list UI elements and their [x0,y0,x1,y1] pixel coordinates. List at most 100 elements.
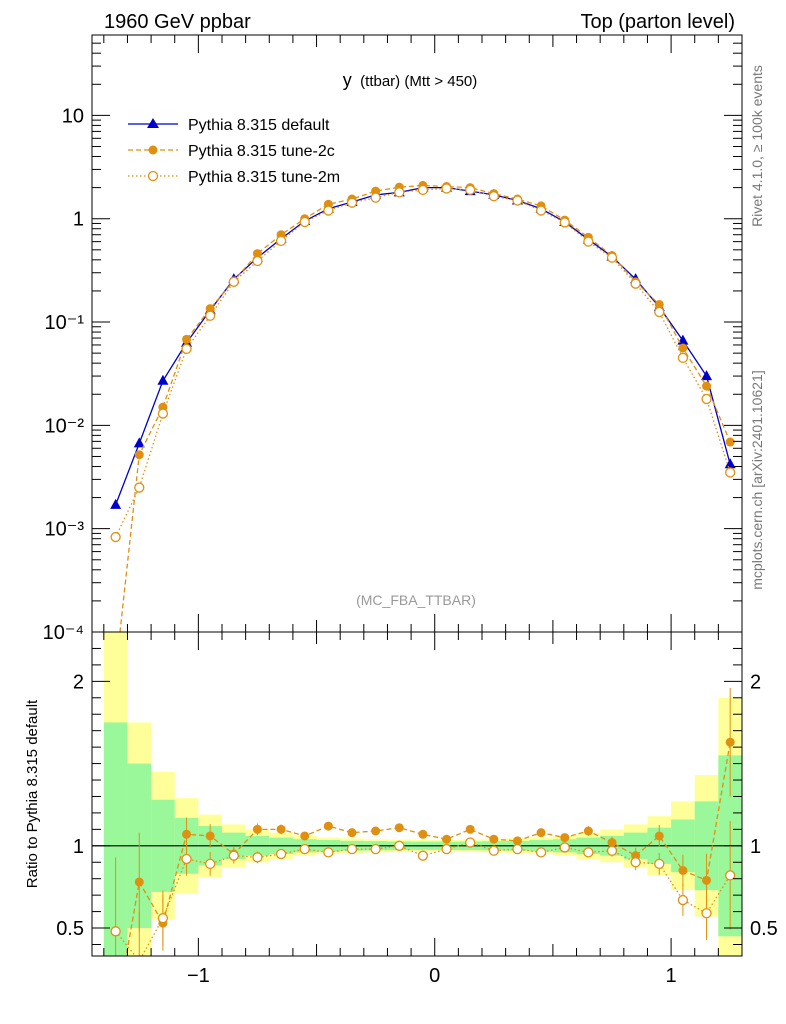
y-tick-label: 10⁻⁴ [43,622,84,644]
data-point-default [110,498,122,509]
data-point-tune2m [205,310,216,321]
ratio-point-tune2c [252,824,262,834]
legend-marker-default [147,118,159,128]
data-point-default [701,370,713,381]
ratio-point-tune2c [678,865,688,875]
data-point-tune2m [701,393,712,405]
ratio-point-tune2m [606,845,618,856]
data-point-tune2m [110,531,121,543]
ratio-point-tune2c [418,829,428,839]
y-tick-label: 10⁻³ [45,519,85,541]
mcplots-label: mcplots.cern.ch [arXiv:2401.10621] [749,370,765,589]
series-line-default [115,186,731,506]
data-point-tune2m [228,276,239,287]
ratio-point-tune2c [654,831,664,841]
main-plot-panel: 10⁻⁴ 10⁻³ 10⁻² 10⁻¹ 1 10 [43,34,743,644]
ratio-point-tune2m [275,848,287,860]
data-point-tune2m [157,408,169,419]
data-point-tune2m [488,191,499,202]
data-point-tune2m [134,482,145,493]
header-right-title: Top (parton level) [580,11,735,33]
ratio-point-tune2c [347,828,357,838]
ratio-point-tune2c [323,821,333,831]
ratio-point-tune2m [137,955,141,956]
data-point-tune2m [181,343,192,355]
data-point-tune2m [630,278,641,289]
ratio-point-tune2m [465,837,476,848]
ratio-point-tune2m [323,847,334,858]
data-point-tune2m [252,255,263,267]
legend: Pythia 8.315 default Pythia 8.315 tune-2… [128,117,340,186]
data-point-tune2c [134,450,144,460]
data-point-tune2m [275,235,287,247]
legend-label-tune2m: Pythia 8.315 tune-2m [188,169,340,186]
data-point-tune2m [559,217,570,228]
data-point-tune2m [394,187,405,198]
ratio-plot-frame [91,631,743,957]
ratio-point-tune2m [110,926,121,937]
series-line-tune2c [119,184,731,632]
data-point-tune2m [677,352,689,364]
data-point-tune2c [702,381,712,391]
ratio-point-tune2m [677,894,689,906]
data-point-tune2c [725,437,735,447]
ratio-point-tune2c [371,826,381,836]
data-point-tune2m [323,205,334,216]
ratio-point-tune2m [299,843,310,855]
y-tick-label: 10⁻¹ [45,312,85,334]
ratio-band-inner [103,722,128,956]
x-tick-label: 1 [666,965,677,987]
data-point-tune2m [583,236,594,247]
header-left-title: 1960 GeV ppbar [104,11,251,33]
legend-marker-tune2m [147,170,159,182]
ratio-ylabel: Ratio to Pythia 8.315 default [24,699,41,888]
ratio-point-tune2m [701,908,712,919]
ratio-y-tick-label-right: 1 [750,836,761,858]
ratio-point-tune2m [488,845,499,856]
ratio-y-tick-label-right: 0.5 [750,918,778,940]
plot-title: y (ttbar) (Mtt > 450) [343,70,478,90]
ratio-point-tune2m [559,842,570,853]
ratio-point-tune2m [725,870,736,881]
ratio-point-tune2m [630,857,641,868]
ratio-point-tune2c [442,834,452,844]
analysis-label: (MC_FBA_TTBAR) [356,592,476,608]
series-line-tune2m [115,187,731,538]
ratio-y-tick-label-right: 2 [750,671,761,693]
ratio-point-tune2m [535,847,547,858]
plot-title-main: y [343,70,352,90]
data-point-tune2m [512,195,523,206]
ratio-point-tune2m [228,850,239,861]
ratio-point-tune2m [370,843,381,855]
ratio-y-tick-label-left: 1 [73,836,84,858]
data-point-default [157,374,169,385]
data-point-tune2m [535,205,547,216]
legend-marker-tune2c [148,145,158,155]
ratio-point-tune2c [512,836,522,846]
ratio-point-tune2c [607,838,617,848]
ratio-point-tune2c [182,829,192,839]
data-point-tune2c [205,304,215,314]
data-point-tune2m [606,252,618,263]
ratio-point-tune2m [394,840,405,851]
ratio-point-tune2c [394,823,404,833]
ratio-point-tune2m [346,843,358,855]
ratio-point-tune2c [560,833,570,843]
ratio-point-tune2m [181,853,192,865]
data-point-tune2m [725,467,736,478]
ratio-point-tune2c [300,831,310,841]
x-tick-label: −1 [187,965,210,987]
ratio-point-tune2m [441,843,452,855]
y-tick-label: 10 [62,105,84,127]
ratio-y-tick-label-left: 0.5 [56,918,84,940]
y-tick-label: 1 [73,209,84,231]
x-tick-label: 0 [429,965,440,987]
ratio-point-tune2c [702,875,712,885]
rivet-version-label: Rivet 4.1.0, ≥ 100k events [749,65,765,227]
ratio-point-tune2c [276,824,286,834]
ratio-point-tune2m [654,858,665,870]
data-point-tune2m [370,192,381,203]
data-point-tune2m [346,197,358,208]
ratio-point-tune2m [512,843,523,855]
